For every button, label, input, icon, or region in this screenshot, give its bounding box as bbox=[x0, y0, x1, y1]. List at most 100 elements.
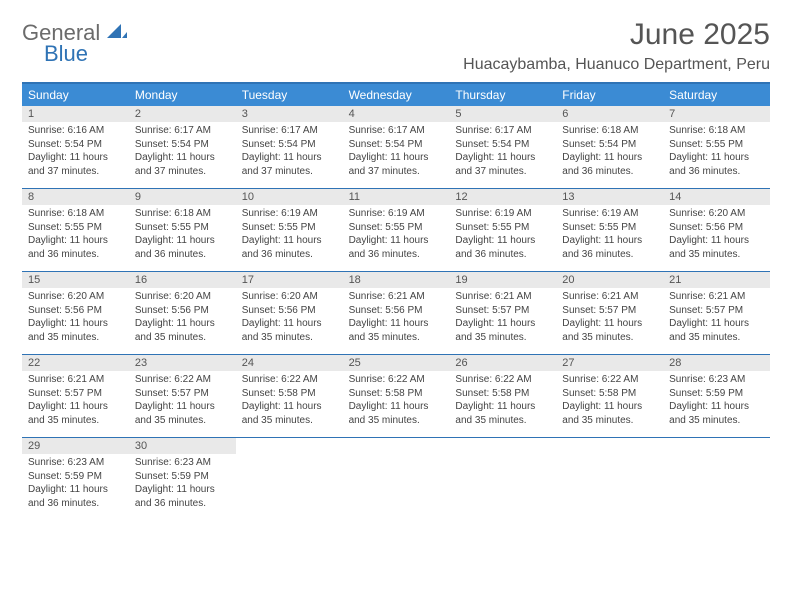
daylight-line-2: and 35 minutes. bbox=[455, 331, 550, 345]
day-cell: 6Sunrise: 6:18 AMSunset: 5:54 PMDaylight… bbox=[556, 106, 663, 188]
daylight-line-2: and 35 minutes. bbox=[349, 414, 444, 428]
sunset-line: Sunset: 5:59 PM bbox=[135, 470, 230, 484]
day-body: Sunrise: 6:18 AMSunset: 5:55 PMDaylight:… bbox=[129, 205, 236, 265]
daylight-line-2: and 35 minutes. bbox=[669, 414, 764, 428]
day-cell: 10Sunrise: 6:19 AMSunset: 5:55 PMDayligh… bbox=[236, 189, 343, 271]
daylight-line-2: and 36 minutes. bbox=[562, 248, 657, 262]
sunset-line: Sunset: 5:57 PM bbox=[669, 304, 764, 318]
page-header: General Blue June 2025 Huacaybamba, Huan… bbox=[22, 18, 770, 80]
day-body: Sunrise: 6:20 AMSunset: 5:56 PMDaylight:… bbox=[663, 205, 770, 265]
day-body: Sunrise: 6:22 AMSunset: 5:58 PMDaylight:… bbox=[236, 371, 343, 431]
day-number: 26 bbox=[449, 355, 556, 371]
day-cell: 14Sunrise: 6:20 AMSunset: 5:56 PMDayligh… bbox=[663, 189, 770, 271]
calendar-week: 1Sunrise: 6:16 AMSunset: 5:54 PMDaylight… bbox=[22, 106, 770, 189]
daylight-line-1: Daylight: 11 hours bbox=[669, 151, 764, 165]
day-number: 15 bbox=[22, 272, 129, 288]
sunset-line: Sunset: 5:55 PM bbox=[242, 221, 337, 235]
sunset-line: Sunset: 5:57 PM bbox=[562, 304, 657, 318]
day-number: 24 bbox=[236, 355, 343, 371]
day-cell: 17Sunrise: 6:20 AMSunset: 5:56 PMDayligh… bbox=[236, 272, 343, 354]
day-body: Sunrise: 6:17 AMSunset: 5:54 PMDaylight:… bbox=[343, 122, 450, 182]
weekday-header: Friday bbox=[556, 84, 663, 106]
daylight-line-2: and 36 minutes. bbox=[28, 497, 123, 511]
daylight-line-2: and 35 minutes. bbox=[455, 414, 550, 428]
daylight-line-2: and 36 minutes. bbox=[349, 248, 444, 262]
day-body: Sunrise: 6:19 AMSunset: 5:55 PMDaylight:… bbox=[343, 205, 450, 265]
day-body: Sunrise: 6:21 AMSunset: 5:57 PMDaylight:… bbox=[663, 288, 770, 348]
sunset-line: Sunset: 5:56 PM bbox=[135, 304, 230, 318]
daylight-line-2: and 35 minutes. bbox=[135, 414, 230, 428]
day-cell: . bbox=[449, 438, 556, 520]
daylight-line-1: Daylight: 11 hours bbox=[669, 400, 764, 414]
day-body: Sunrise: 6:20 AMSunset: 5:56 PMDaylight:… bbox=[129, 288, 236, 348]
day-number: 23 bbox=[129, 355, 236, 371]
day-cell: 27 Sunrise: 6:22 AMSunset: 5:58 PMDayligh… bbox=[556, 355, 663, 437]
sunset-line: Sunset: 5:54 PM bbox=[455, 138, 550, 152]
day-number: 18 bbox=[343, 272, 450, 288]
sunrise-line: Sunrise: 6:23 AM bbox=[135, 456, 230, 470]
daylight-line-2: and 36 minutes. bbox=[135, 248, 230, 262]
day-body: Sunrise: 6:23 AMSunset: 5:59 PMDaylight:… bbox=[22, 454, 129, 514]
day-cell: 12Sunrise: 6:19 AMSunset: 5:55 PMDayligh… bbox=[449, 189, 556, 271]
day-cell: 28Sunrise: 6:23 AMSunset: 5:59 PMDayligh… bbox=[663, 355, 770, 437]
sunset-line: Sunset: 5:58 PM bbox=[349, 387, 444, 401]
weekday-header: Sunday bbox=[22, 84, 129, 106]
day-cell: . bbox=[556, 438, 663, 520]
month-title: June 2025 bbox=[463, 18, 770, 52]
sunset-line: Sunset: 5:54 PM bbox=[242, 138, 337, 152]
day-body: Sunrise: 6:17 AMSunset: 5:54 PMDaylight:… bbox=[449, 122, 556, 182]
daylight-line-1: Daylight: 11 hours bbox=[562, 400, 657, 414]
sunrise-line: Sunrise: 6:22 AM bbox=[562, 373, 657, 387]
sunset-line: Sunset: 5:57 PM bbox=[28, 387, 123, 401]
sunset-line: Sunset: 5:57 PM bbox=[455, 304, 550, 318]
sunrise-line: Sunrise: 6:22 AM bbox=[455, 373, 550, 387]
day-number: 22 bbox=[22, 355, 129, 371]
sunset-line: Sunset: 5:58 PM bbox=[562, 387, 657, 401]
daylight-line-2: and 35 minutes. bbox=[669, 248, 764, 262]
day-number: 28 bbox=[663, 355, 770, 371]
day-cell: . bbox=[236, 438, 343, 520]
daylight-line-1: Daylight: 11 hours bbox=[349, 317, 444, 331]
daylight-line-1: Daylight: 11 hours bbox=[135, 400, 230, 414]
daylight-line-1: Daylight: 11 hours bbox=[455, 151, 550, 165]
daylight-line-2: and 36 minutes. bbox=[455, 248, 550, 262]
sunrise-line: Sunrise: 6:18 AM bbox=[669, 124, 764, 138]
day-cell: 20Sunrise: 6:21 AMSunset: 5:57 PMDayligh… bbox=[556, 272, 663, 354]
sunset-line: Sunset: 5:59 PM bbox=[28, 470, 123, 484]
day-body: Sunrise: 6:22 AMSunset: 5:57 PMDaylight:… bbox=[129, 371, 236, 431]
daylight-line-2: and 36 minutes. bbox=[562, 165, 657, 179]
day-number: 27 bbox=[556, 355, 663, 371]
daylight-line-2: and 37 minutes. bbox=[242, 165, 337, 179]
daylight-line-2: and 36 minutes. bbox=[669, 165, 764, 179]
daylight-line-2: and 36 minutes. bbox=[242, 248, 337, 262]
sunset-line: Sunset: 5:55 PM bbox=[455, 221, 550, 235]
day-number: 12 bbox=[449, 189, 556, 205]
sunset-line: Sunset: 5:56 PM bbox=[349, 304, 444, 318]
sunrise-line: Sunrise: 6:17 AM bbox=[455, 124, 550, 138]
daylight-line-1: Daylight: 11 hours bbox=[242, 234, 337, 248]
day-number: 25 bbox=[343, 355, 450, 371]
sunset-line: Sunset: 5:54 PM bbox=[562, 138, 657, 152]
day-number: 10 bbox=[236, 189, 343, 205]
weekday-header: Monday bbox=[129, 84, 236, 106]
sunset-line: Sunset: 5:55 PM bbox=[669, 138, 764, 152]
sunrise-line: Sunrise: 6:20 AM bbox=[242, 290, 337, 304]
sunrise-line: Sunrise: 6:20 AM bbox=[28, 290, 123, 304]
daylight-line-2: and 35 minutes. bbox=[669, 331, 764, 345]
daylight-line-2: and 35 minutes. bbox=[28, 414, 123, 428]
day-cell: 22Sunrise: 6:21 AMSunset: 5:57 PMDayligh… bbox=[22, 355, 129, 437]
sunrise-line: Sunrise: 6:23 AM bbox=[669, 373, 764, 387]
sunset-line: Sunset: 5:57 PM bbox=[135, 387, 230, 401]
logo-sail-icon bbox=[107, 27, 127, 44]
day-body: Sunrise: 6:18 AMSunset: 5:54 PMDaylight:… bbox=[556, 122, 663, 182]
day-number: 29 bbox=[22, 438, 129, 454]
weekday-header: Saturday bbox=[663, 84, 770, 106]
sunset-line: Sunset: 5:56 PM bbox=[669, 221, 764, 235]
daylight-line-1: Daylight: 11 hours bbox=[669, 317, 764, 331]
calendar: Sunday Monday Tuesday Wednesday Thursday… bbox=[22, 82, 770, 520]
day-cell: . bbox=[663, 438, 770, 520]
day-body: Sunrise: 6:18 AMSunset: 5:55 PMDaylight:… bbox=[663, 122, 770, 182]
day-number: 17 bbox=[236, 272, 343, 288]
daylight-line-1: Daylight: 11 hours bbox=[455, 400, 550, 414]
sunrise-line: Sunrise: 6:19 AM bbox=[455, 207, 550, 221]
